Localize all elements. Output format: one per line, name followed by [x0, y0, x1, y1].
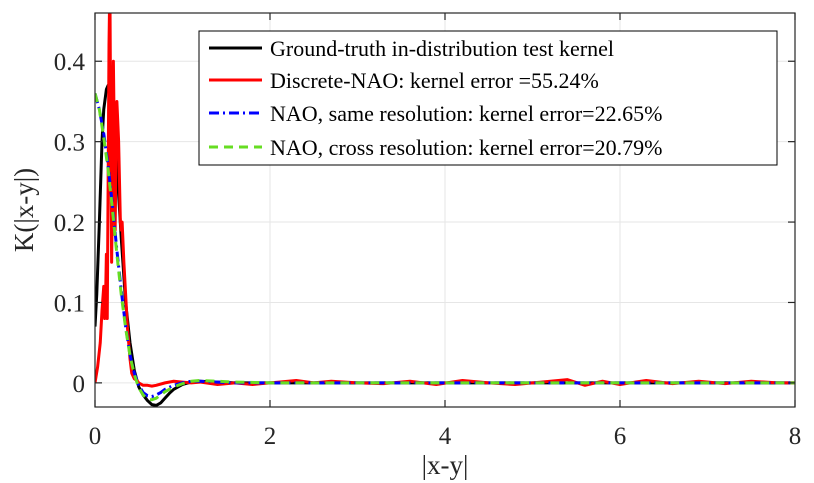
- legend-label-ground-truth: Ground-truth in-distribution test kernel: [270, 36, 614, 61]
- legend: Ground-truth in-distribution test kernel…: [198, 30, 778, 166]
- x-tick-label: 2: [264, 423, 277, 450]
- legend-box: [198, 30, 778, 166]
- y-tick-label: 0.2: [54, 210, 85, 237]
- legend-label-nao-same: NAO, same resolution: kernel error=22.65…: [270, 101, 662, 126]
- x-tick-label: 0: [89, 423, 102, 450]
- series-nao-cross-resolution: [95, 93, 795, 402]
- x-tick-label: 4: [439, 423, 452, 450]
- legend-label-nao-cross: NAO, cross resolution: kernel error=20.7…: [270, 135, 662, 160]
- y-tick-label: 0: [73, 371, 86, 398]
- y-tick-label: 0.3: [54, 130, 85, 157]
- tick-marks: [94, 13, 796, 407]
- series-nao-same-resolution: [95, 93, 795, 399]
- tick-labels: 0 2 4 6 8 0 0.1 0.2 0.3 0.4: [54, 49, 802, 450]
- x-tick-label: 6: [614, 423, 627, 450]
- legend-label-discrete-nao: Discrete-NAO: kernel error =55.24%: [270, 68, 599, 93]
- y-axis-label: K(|x-y|): [9, 168, 39, 252]
- series-layer: [95, 13, 795, 407]
- y-tick-label: 0.4: [54, 49, 86, 76]
- x-axis-label: |x-y|: [422, 450, 469, 480]
- x-tick-label: 8: [789, 423, 802, 450]
- y-tick-label: 0.1: [54, 290, 85, 317]
